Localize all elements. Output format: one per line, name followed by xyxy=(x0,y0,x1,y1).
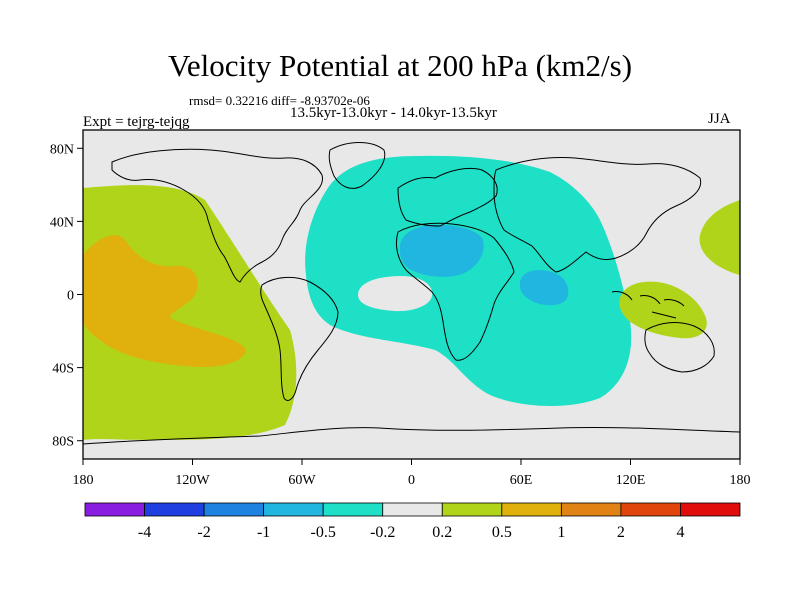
colorbar-swatch xyxy=(322,502,384,517)
colorbar-label: 0.2 xyxy=(432,524,452,541)
lon-tick-label: 120W xyxy=(175,473,210,488)
north-africa-blue-region xyxy=(399,224,484,277)
colorbar-label: -0.5 xyxy=(311,524,336,541)
map-field xyxy=(83,130,740,459)
colorbar: -4 -2 -1 -0.5 -0.2 0.2 0.5 1 2 4 xyxy=(84,502,741,541)
australia-coast xyxy=(644,322,715,373)
colorbar-label: -2 xyxy=(197,524,210,541)
lon-tick-label: 60W xyxy=(288,473,316,488)
stats-line: rmsd= 0.32216 diff= -8.93702e-06 xyxy=(189,93,370,108)
colorbar-swatch xyxy=(441,502,503,517)
colorbar-swatch xyxy=(84,502,145,517)
lon-tick-label: 60E xyxy=(510,473,533,488)
eurafrica-cyan-region xyxy=(305,155,632,406)
colorbar-swatch xyxy=(263,502,324,517)
greenland-coast xyxy=(328,142,386,189)
periods-line: 13.5kyr-13.0kyr - 14.0kyr-13.5kyr xyxy=(290,105,497,121)
lat-tick-label: 0 xyxy=(67,289,74,304)
lat-tick-label: 40S xyxy=(52,362,74,377)
lat-tick-label: 80S xyxy=(52,435,74,450)
colorbar-label: -4 xyxy=(138,524,151,541)
latitude-axis: 80N 40N 0 40S 80S xyxy=(50,142,83,450)
colorbar-swatch xyxy=(680,502,741,517)
south-america-coast xyxy=(260,277,339,401)
pacific-orange-region xyxy=(83,235,246,368)
colorbar-swatch xyxy=(144,502,205,517)
colorbar-swatch xyxy=(560,502,622,517)
colorbar-swatch xyxy=(620,502,681,517)
lat-tick-label: 40N xyxy=(50,215,74,230)
plot-title: Velocity Potential at 200 hPa (km2/s) xyxy=(167,48,633,83)
experiment-label: Expt = tejrg-tejqg xyxy=(83,114,190,130)
coastlines xyxy=(83,142,740,445)
colorbar-swatch xyxy=(203,502,265,517)
colorbar-swatch xyxy=(501,502,562,517)
lat-tick-label: 80N xyxy=(50,142,74,157)
lon-tick-label: 180 xyxy=(73,473,94,488)
colorbar-swatch xyxy=(382,502,443,517)
colorbar-label: -0.2 xyxy=(370,524,395,541)
indian-ocean-blue-region xyxy=(519,270,569,306)
colorbar-label: 4 xyxy=(676,524,684,541)
north-america-coast xyxy=(111,148,323,283)
pacific-light-green-region xyxy=(83,185,297,440)
longitude-axis: 180 120W 60W 0 60E 120E 180 xyxy=(73,459,751,488)
south-atlantic-neutral-hole xyxy=(358,276,433,312)
asia-coast xyxy=(493,157,702,273)
lon-tick-label: 0 xyxy=(408,473,415,488)
lon-tick-label: 120E xyxy=(616,473,646,488)
east-pacific-green-region xyxy=(699,200,740,275)
colorbar-label: 2 xyxy=(617,524,625,541)
antarctica-coast xyxy=(83,426,740,445)
colorbar-label: -1 xyxy=(257,524,270,541)
colorbar-label: 1 xyxy=(557,524,565,541)
colorbar-label: 0.5 xyxy=(492,524,512,541)
lon-tick-label: 180 xyxy=(730,473,751,488)
africa-coast xyxy=(395,222,515,361)
season-label: JJA xyxy=(708,111,731,127)
europe-coast xyxy=(397,167,498,227)
indonesia-islands xyxy=(611,291,685,319)
